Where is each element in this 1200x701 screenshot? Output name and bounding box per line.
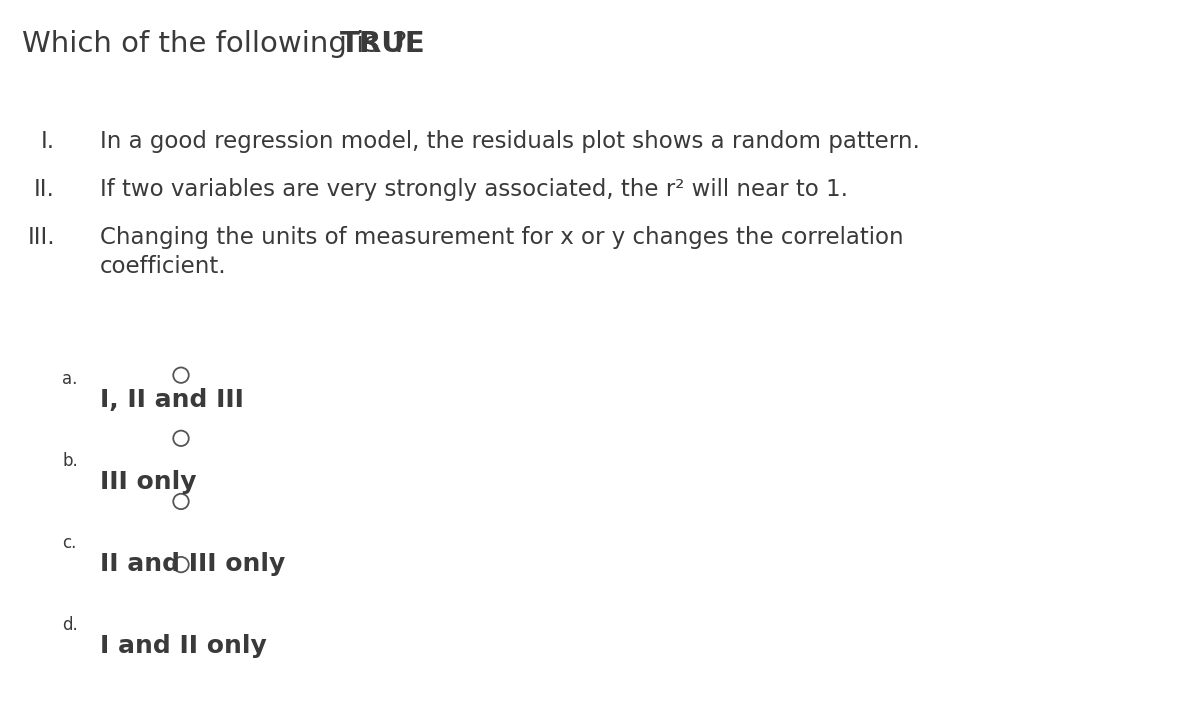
Text: II.: II.: [34, 178, 55, 201]
Text: c.: c.: [62, 534, 77, 552]
Text: I, II and III: I, II and III: [100, 388, 244, 412]
Text: d.: d.: [62, 616, 78, 634]
Text: II and III only: II and III only: [100, 552, 286, 576]
Text: In a good regression model, the residuals plot shows a random pattern.: In a good regression model, the residual…: [100, 130, 920, 153]
Text: ?: ?: [392, 30, 408, 58]
Text: TRUE: TRUE: [340, 30, 426, 58]
Text: III only: III only: [100, 470, 197, 494]
Text: Changing the units of measurement for x or y changes the correlation
coefficient: Changing the units of measurement for x …: [100, 226, 904, 278]
Text: Which of the following is: Which of the following is: [22, 30, 389, 58]
Text: b.: b.: [62, 452, 78, 470]
Text: I and II only: I and II only: [100, 634, 266, 658]
Text: I.: I.: [41, 130, 55, 153]
Text: a.: a.: [62, 370, 77, 388]
Text: If two variables are very strongly associated, the r² will near to 1.: If two variables are very strongly assoc…: [100, 178, 848, 201]
Text: III.: III.: [28, 226, 55, 249]
